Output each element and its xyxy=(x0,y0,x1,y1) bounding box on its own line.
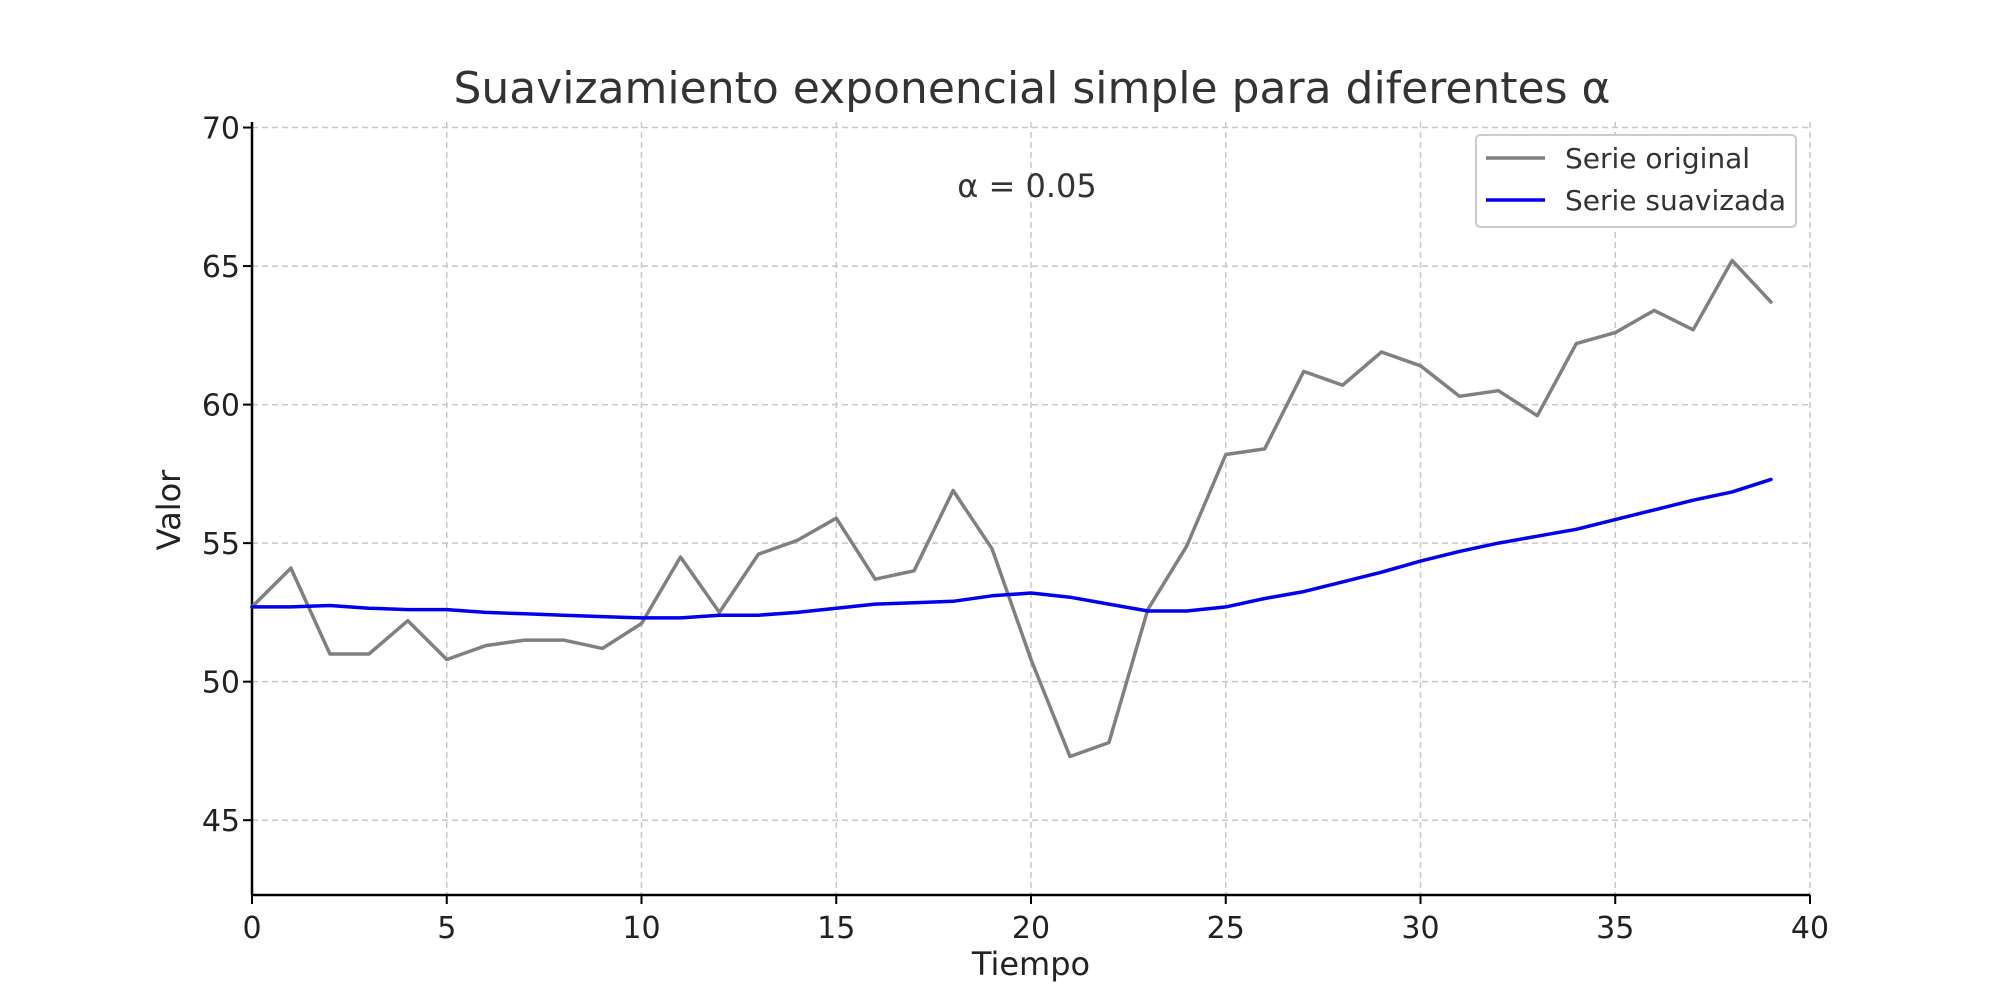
legend-box xyxy=(1475,134,1797,228)
x-tick-label: 35 xyxy=(1596,911,1634,946)
x-tick-label: 40 xyxy=(1791,911,1829,946)
y-ticks: 45 50 55 60 65 70 xyxy=(202,112,252,839)
x-axis-label: Tiempo xyxy=(971,945,1090,983)
legend: Serie original Serie suavizada xyxy=(1475,134,1797,228)
x-ticks: 0 5 10 15 20 25 30 35 40 xyxy=(242,895,1829,946)
x-tick-label: 30 xyxy=(1401,911,1439,946)
alpha-annotation: α = 0.05 xyxy=(957,167,1097,205)
x-tick-label: 20 xyxy=(1012,911,1050,946)
y-tick-label: 50 xyxy=(202,666,240,701)
series-line-smoothed xyxy=(250,477,1773,620)
chart-title: Suavizamiento exponencial simple para di… xyxy=(453,63,1610,114)
y-tick-label: 70 xyxy=(202,112,240,147)
y-tick-label: 65 xyxy=(202,250,240,285)
y-tick-label: 45 xyxy=(202,804,240,839)
x-tick-label: 10 xyxy=(622,911,660,946)
series-line-original xyxy=(250,258,1773,759)
x-tick-label: 0 xyxy=(242,911,261,946)
y-tick-label: 60 xyxy=(202,389,240,424)
x-tick-label: 25 xyxy=(1207,911,1245,946)
legend-label-smoothed: Serie suavizada xyxy=(1565,184,1786,217)
y-axis-label: Valor xyxy=(150,469,188,550)
grid xyxy=(251,122,1811,895)
y-tick-label: 55 xyxy=(202,527,240,562)
x-tick-label: 15 xyxy=(817,911,855,946)
x-tick-label: 5 xyxy=(437,911,456,946)
series-lines xyxy=(250,258,1773,759)
legend-label-original: Serie original xyxy=(1565,142,1750,175)
